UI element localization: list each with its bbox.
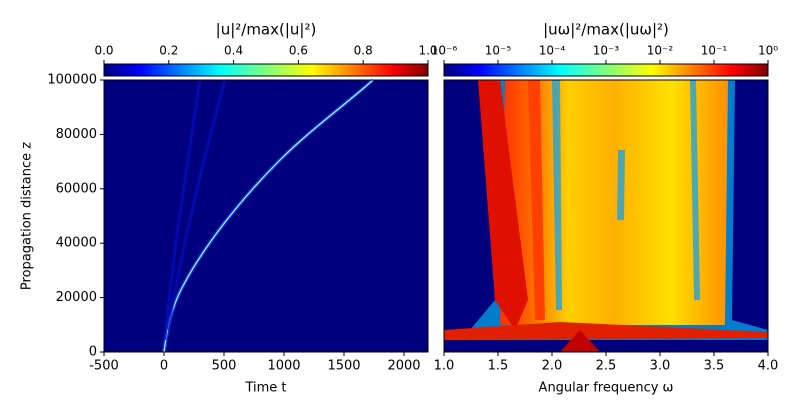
x-tick-label: 1.5: [488, 359, 509, 374]
colorbar-tick-label: 10⁻³: [593, 44, 620, 58]
colorbar-title: |u|²/max(|u|²): [216, 21, 317, 39]
x-tick-label: 1.0: [434, 359, 455, 374]
colorbar-tick-label: 10⁻⁴: [539, 44, 566, 58]
colorbar-tick-label: 0.4: [224, 44, 243, 58]
y-tick-label: 0: [89, 345, 97, 360]
y-tick-label: 100000: [47, 73, 97, 88]
colorbar-tick-label: 0.0: [94, 44, 113, 58]
plot-frame: [103, 79, 429, 353]
heatmap-image: [104, 78, 428, 353]
colorbar-tick-label: 0.6: [289, 44, 308, 58]
colorbar-tick-label: 10⁻²: [647, 44, 674, 58]
y-tick-label: 20000: [56, 290, 97, 305]
colorbar-tick-label: 0.8: [354, 44, 373, 58]
x-tick-label: 2.5: [596, 359, 617, 374]
colorbar-title: |uω|²/max(|uω|²): [543, 21, 669, 39]
colorbar: [103, 63, 429, 77]
x-axis-label: Angular frequency ω: [539, 381, 674, 396]
x-tick-label: 3.5: [704, 359, 725, 374]
x-tick-label: -500: [89, 359, 119, 374]
heatmap-image: [444, 80, 768, 352]
colorbar-tick-label: 0.2: [159, 44, 178, 58]
x-tick-label: 2000: [387, 359, 420, 374]
colorbar-tick-label: 10⁻¹: [701, 44, 728, 58]
x-tick-label: 3.0: [650, 359, 671, 374]
colorbar-tick-label: 10⁻⁶: [431, 44, 458, 58]
colorbar-tick-label: 10⁰: [758, 44, 778, 58]
x-tick-label: 2.0: [542, 359, 563, 374]
y-axis-label: Propagation distance z: [20, 142, 35, 290]
y-tick-label: 60000: [56, 181, 97, 196]
x-tick-label: 500: [212, 359, 237, 374]
y-tick-label: 80000: [56, 127, 97, 142]
x-tick-label: 1000: [267, 359, 300, 374]
colorbar-tick-label: 10⁻⁵: [485, 44, 512, 58]
colorbar-tick-label: 1.0: [418, 44, 437, 58]
x-tick-label: 0: [160, 359, 168, 374]
x-tick-label: 4.0: [758, 359, 779, 374]
colorbar: [443, 63, 769, 77]
x-tick-label: 1500: [327, 359, 360, 374]
x-axis-label: Time t: [244, 381, 286, 396]
y-tick-label: 40000: [56, 236, 97, 251]
